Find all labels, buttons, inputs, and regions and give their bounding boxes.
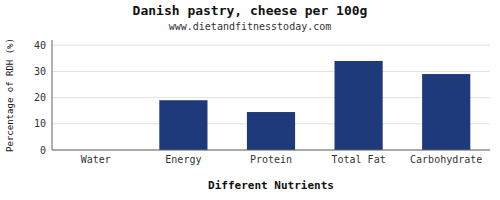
bars: [159, 61, 470, 150]
bar: [335, 61, 383, 150]
y-tick-label: 20: [34, 92, 46, 103]
x-tick-label: Total Fat: [332, 154, 386, 165]
chart: 0 10 20 30 40 Water Energy Protein Total Fat Carb…: [0, 0, 500, 200]
grid-line: [52, 71, 490, 72]
bar: [159, 100, 207, 150]
x-axis: [52, 150, 490, 151]
y-tick-label: 30: [34, 66, 46, 77]
y-axis: [52, 40, 53, 150]
x-tick-label: Carbohydrate: [410, 154, 482, 165]
background: [0, 0, 500, 200]
bar: [422, 74, 470, 150]
y-tick-label: 40: [34, 40, 46, 51]
y-tick-label: 0: [40, 145, 46, 156]
x-tick-label: Energy: [165, 154, 201, 165]
x-tick-label: Water: [81, 154, 111, 165]
grid-line: [52, 150, 490, 151]
subtitle: www.dietandfitnesstoday.com: [169, 21, 332, 32]
grid-line: [52, 45, 490, 46]
bar: [247, 112, 295, 150]
x-tick-label: Protein: [250, 154, 292, 165]
y-tick-label: 10: [34, 118, 46, 129]
y-axis-label: Percentage of RDH (%): [5, 38, 15, 152]
x-axis-label: Different Nutrients: [208, 179, 334, 192]
title: Danish pastry, cheese per 100g: [133, 3, 368, 18]
